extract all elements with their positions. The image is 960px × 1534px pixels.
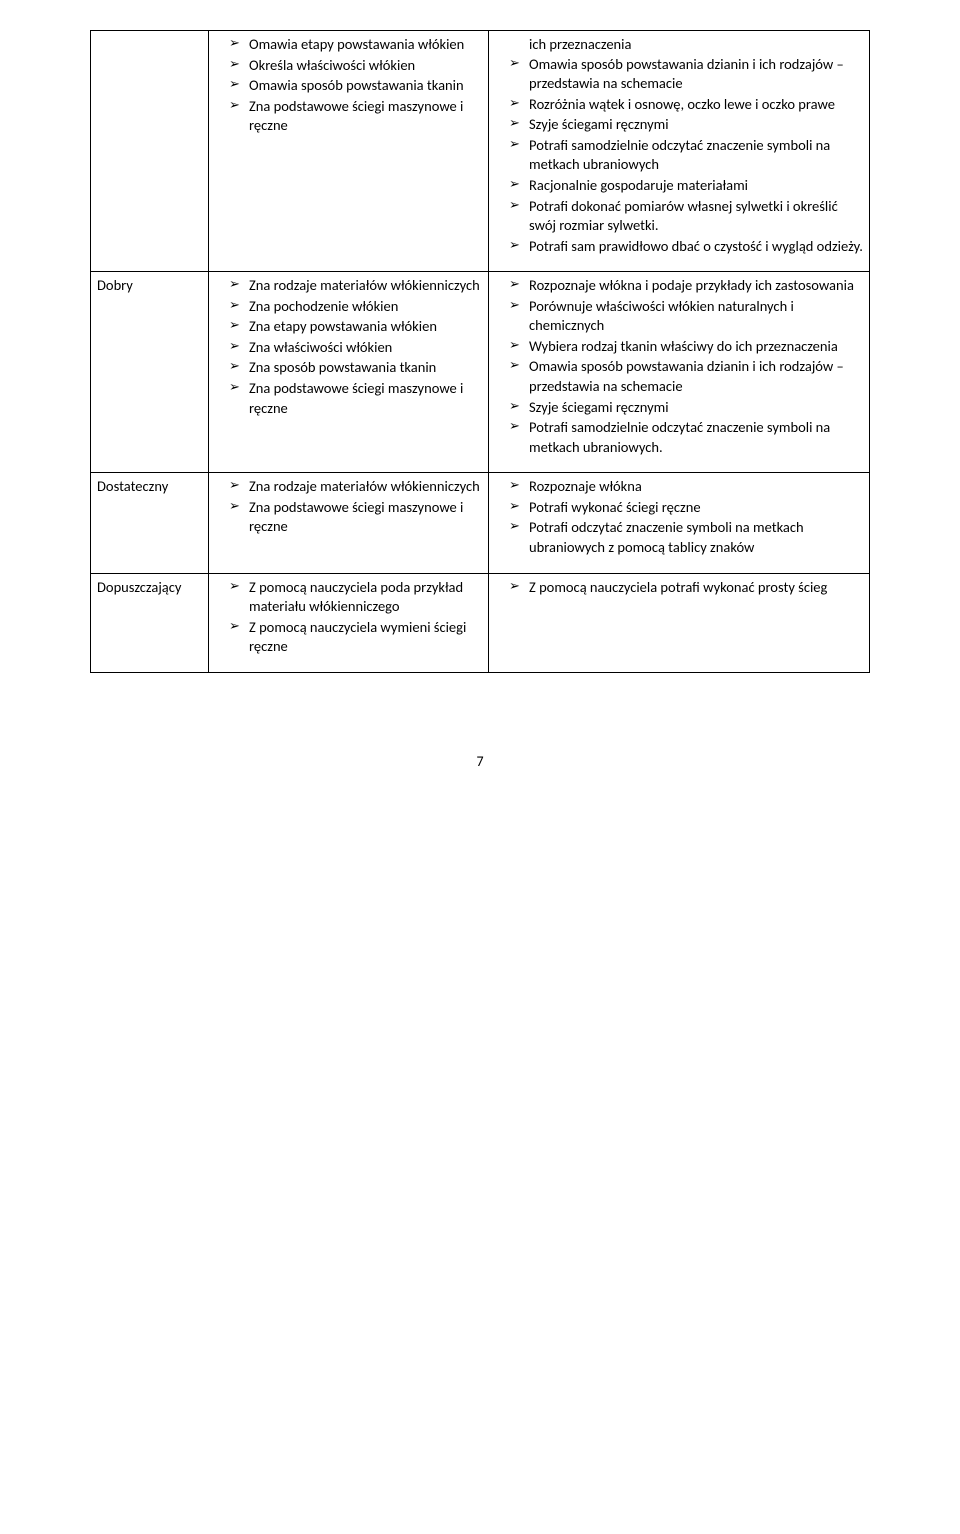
list-item: Zna etapy powstawania włókien bbox=[229, 317, 482, 337]
page-number: 7 bbox=[90, 753, 870, 770]
grade-cell: Dostateczny bbox=[91, 473, 209, 573]
list-item: Potrafi wykonać ściegi ręczne bbox=[509, 498, 863, 518]
grade-cell: Dopuszczający bbox=[91, 573, 209, 672]
list-item: Rozróżnia wątek i osnowę, oczko lewe i o… bbox=[509, 95, 863, 115]
bullet-list: Rozpoznaje włókna i podaje przykłady ich… bbox=[495, 276, 863, 457]
bullet-list: Omawia etapy powstawania włókien Określa… bbox=[215, 35, 482, 136]
list-item: Omawia sposób powstawania tkanin bbox=[229, 76, 482, 96]
list-item: Zna podstawowe ściegi maszynowe i ręczne bbox=[229, 498, 482, 537]
criteria-cell-b: ich przeznaczenia Omawia sposób powstawa… bbox=[489, 31, 870, 272]
grade-cell bbox=[91, 31, 209, 272]
criteria-cell-a: Zna rodzaje materiałów włókienniczych Zn… bbox=[209, 272, 489, 473]
bullet-list: Z pomocą nauczyciela potrafi wykonać pro… bbox=[495, 578, 863, 598]
list-item: Z pomocą nauczyciela poda przykład mater… bbox=[229, 578, 482, 617]
bullet-list: Z pomocą nauczyciela poda przykład mater… bbox=[215, 578, 482, 657]
list-item: Potrafi samodzielnie odczytać znaczenie … bbox=[509, 136, 863, 175]
criteria-table: Omawia etapy powstawania włókien Określa… bbox=[90, 30, 870, 673]
list-item: Określa właściwości włókien bbox=[229, 56, 482, 76]
list-item: Wybiera rodzaj tkanin właściwy do ich pr… bbox=[509, 337, 863, 357]
criteria-cell-b: Z pomocą nauczyciela potrafi wykonać pro… bbox=[489, 573, 870, 672]
list-item: Z pomocą nauczyciela potrafi wykonać pro… bbox=[509, 578, 863, 598]
criteria-cell-a: Omawia etapy powstawania włókien Określa… bbox=[209, 31, 489, 272]
plain-continuation: ich przeznaczenia bbox=[495, 35, 863, 55]
list-item: Zna sposób powstawania tkanin bbox=[229, 358, 482, 378]
list-item: Zna podstawowe ściegi maszynowe i ręczne bbox=[229, 97, 482, 136]
list-item: Porównuje właściwości włókien naturalnyc… bbox=[509, 297, 863, 336]
list-item: Omawia sposób powstawania dzianin i ich … bbox=[509, 55, 863, 94]
list-item: Zna pochodzenie włókien bbox=[229, 297, 482, 317]
bullet-list: Rozpoznaje włókna Potrafi wykonać ściegi… bbox=[495, 477, 863, 557]
table-row: Dobry Zna rodzaje materiałów włókiennicz… bbox=[91, 272, 870, 473]
list-item: Potrafi sam prawidłowo dbać o czystość i… bbox=[509, 237, 863, 257]
criteria-cell-a: Zna rodzaje materiałów włókienniczych Zn… bbox=[209, 473, 489, 573]
list-item: Zna rodzaje materiałów włókienniczych bbox=[229, 276, 482, 296]
criteria-cell-b: Rozpoznaje włókna Potrafi wykonać ściegi… bbox=[489, 473, 870, 573]
list-item: Zna właściwości włókien bbox=[229, 338, 482, 358]
list-item: Rozpoznaje włókna i podaje przykłady ich… bbox=[509, 276, 863, 296]
criteria-cell-a: Z pomocą nauczyciela poda przykład mater… bbox=[209, 573, 489, 672]
list-item: Rozpoznaje włókna bbox=[509, 477, 863, 497]
list-item: Szyje ściegami ręcznymi bbox=[509, 398, 863, 418]
table-row: Omawia etapy powstawania włókien Określa… bbox=[91, 31, 870, 272]
list-item: Omawia sposób powstawania dzianin i ich … bbox=[509, 357, 863, 396]
bullet-list: Zna rodzaje materiałów włókienniczych Zn… bbox=[215, 276, 482, 418]
list-item: Z pomocą nauczyciela wymieni ściegi ręcz… bbox=[229, 618, 482, 657]
list-item: Omawia etapy powstawania włókien bbox=[229, 35, 482, 55]
document-page: Omawia etapy powstawania włókien Określa… bbox=[0, 0, 960, 810]
list-item: Potrafi samodzielnie odczytać znaczenie … bbox=[509, 418, 863, 457]
table-row: Dostateczny Zna rodzaje materiałów włóki… bbox=[91, 473, 870, 573]
list-item: Racjonalnie gospodaruje materiałami bbox=[509, 176, 863, 196]
list-item: Potrafi odczytać znaczenie symboli na me… bbox=[509, 518, 863, 557]
criteria-cell-b: Rozpoznaje włókna i podaje przykłady ich… bbox=[489, 272, 870, 473]
list-item: Zna podstawowe ściegi maszynowe i ręczne bbox=[229, 379, 482, 418]
grade-cell: Dobry bbox=[91, 272, 209, 473]
list-item: Potrafi dokonać pomiarów własnej sylwetk… bbox=[509, 197, 863, 236]
bullet-list: Omawia sposób powstawania dzianin i ich … bbox=[495, 55, 863, 257]
list-item: Szyje ściegami ręcznymi bbox=[509, 115, 863, 135]
bullet-list: Zna rodzaje materiałów włókienniczych Zn… bbox=[215, 477, 482, 537]
list-item: Zna rodzaje materiałów włókienniczych bbox=[229, 477, 482, 497]
table-row: Dopuszczający Z pomocą nauczyciela poda … bbox=[91, 573, 870, 672]
